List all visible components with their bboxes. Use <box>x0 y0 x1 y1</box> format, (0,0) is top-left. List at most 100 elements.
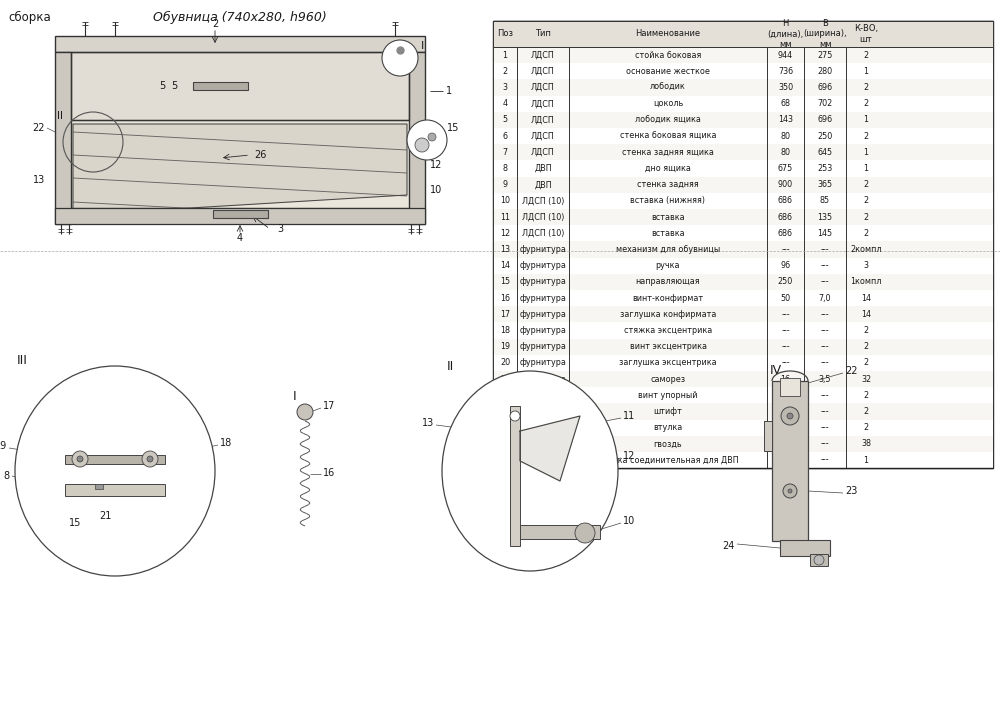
Text: 16: 16 <box>500 293 510 303</box>
Text: ---: --- <box>781 407 790 416</box>
Text: 85: 85 <box>820 196 830 205</box>
Text: 50: 50 <box>780 293 791 303</box>
Text: 1компл: 1компл <box>850 278 882 286</box>
Bar <box>493 21 993 47</box>
Bar <box>493 435 993 452</box>
Text: ЛДСП: ЛДСП <box>531 132 555 141</box>
Text: ---: --- <box>821 342 829 351</box>
Text: 2: 2 <box>863 50 869 60</box>
Text: стенка боковая ящика: стенка боковая ящика <box>620 132 716 141</box>
Text: 4: 4 <box>503 99 508 108</box>
Bar <box>493 355 993 371</box>
Text: ЛДСП: ЛДСП <box>531 50 555 60</box>
Bar <box>493 322 993 339</box>
Text: 686: 686 <box>778 213 793 221</box>
Bar <box>212 210 268 218</box>
Text: ЛДСП (10): ЛДСП (10) <box>522 229 564 238</box>
Text: саморез: саморез <box>650 375 686 384</box>
Text: 13: 13 <box>33 175 45 185</box>
Bar <box>493 160 993 177</box>
Text: 1: 1 <box>864 164 868 173</box>
Text: ---: --- <box>781 245 790 254</box>
Text: I: I <box>293 389 297 402</box>
Circle shape <box>297 404 313 420</box>
Bar <box>772 381 808 541</box>
Text: Н
(длина),
мм: Н (длина), мм <box>767 19 804 49</box>
Text: 19: 19 <box>500 342 510 351</box>
Text: ЛДСП: ЛДСП <box>531 67 555 76</box>
Text: 275: 275 <box>817 50 833 60</box>
Text: 145: 145 <box>817 229 833 238</box>
Text: 135: 135 <box>817 213 833 221</box>
Bar <box>65 484 165 496</box>
Text: IV: IV <box>770 365 782 378</box>
Text: 2: 2 <box>212 19 218 29</box>
Text: винт упорный: винт упорный <box>638 391 698 400</box>
Text: 702: 702 <box>817 99 833 108</box>
Text: 2: 2 <box>863 229 869 238</box>
Text: 17: 17 <box>500 310 510 319</box>
Circle shape <box>575 523 595 543</box>
Text: заглушка конфирмата: заглушка конфирмата <box>620 310 716 319</box>
Bar <box>493 306 993 322</box>
Text: Поз: Поз <box>497 30 513 38</box>
Bar <box>493 112 993 128</box>
Text: 645: 645 <box>817 148 833 156</box>
Text: 2: 2 <box>863 132 869 141</box>
Text: ручка: ручка <box>656 261 680 270</box>
Text: 16: 16 <box>780 375 790 384</box>
Text: 13: 13 <box>500 245 510 254</box>
Text: 21: 21 <box>500 375 510 384</box>
Text: 686: 686 <box>778 196 793 205</box>
Text: 8: 8 <box>503 164 508 173</box>
Bar <box>55 52 71 224</box>
Bar <box>780 540 830 556</box>
Bar <box>409 52 425 224</box>
Text: ЛДСП (10): ЛДСП (10) <box>522 213 564 221</box>
Text: 80: 80 <box>780 148 790 156</box>
Text: ---: --- <box>821 278 829 286</box>
Text: фурнитура: фурнитура <box>520 342 566 351</box>
Text: 2: 2 <box>863 83 869 92</box>
Text: 250: 250 <box>817 132 833 141</box>
Text: механизм для обувницы: механизм для обувницы <box>616 245 720 254</box>
Text: стяжка эксцентрика: стяжка эксцентрика <box>624 326 712 335</box>
Text: 15: 15 <box>69 518 81 528</box>
Text: ---: --- <box>781 391 790 400</box>
Text: ЛДСП: ЛДСП <box>531 148 555 156</box>
Text: К-ВО,
шт: К-ВО, шт <box>854 25 878 44</box>
Text: II: II <box>57 111 63 121</box>
Text: ЛДСП: ЛДСП <box>531 99 555 108</box>
Text: гвоздь: гвоздь <box>654 439 682 448</box>
Bar <box>493 387 993 404</box>
Bar <box>493 339 993 355</box>
Text: 2: 2 <box>863 180 869 189</box>
Text: ---: --- <box>821 326 829 335</box>
Text: ---: --- <box>821 456 829 464</box>
Text: 6: 6 <box>391 65 397 75</box>
Text: фурнитура: фурнитура <box>520 375 566 384</box>
Circle shape <box>428 133 436 141</box>
Text: 2: 2 <box>863 196 869 205</box>
Text: фурнитура: фурнитура <box>520 423 566 432</box>
Text: 21: 21 <box>99 511 111 521</box>
Bar <box>493 193 993 209</box>
Text: 2: 2 <box>863 213 869 221</box>
Text: фурнитура: фурнитура <box>520 310 566 319</box>
Text: 5: 5 <box>159 81 166 91</box>
Bar <box>510 406 520 546</box>
Text: 1: 1 <box>864 456 868 464</box>
Text: 8: 8 <box>4 471 10 481</box>
Bar <box>493 47 993 63</box>
Text: 13: 13 <box>422 418 434 428</box>
Text: штифт: штифт <box>654 407 682 416</box>
Bar <box>493 452 993 468</box>
Text: 250: 250 <box>778 278 793 286</box>
Text: 9: 9 <box>502 180 508 189</box>
Bar <box>780 378 800 396</box>
Text: стенка задняя ящика: стенка задняя ящика <box>622 148 714 156</box>
Text: фурнитура: фурнитура <box>520 278 566 286</box>
Text: 2: 2 <box>863 423 869 432</box>
Text: 22: 22 <box>845 366 858 376</box>
Bar <box>493 79 993 96</box>
